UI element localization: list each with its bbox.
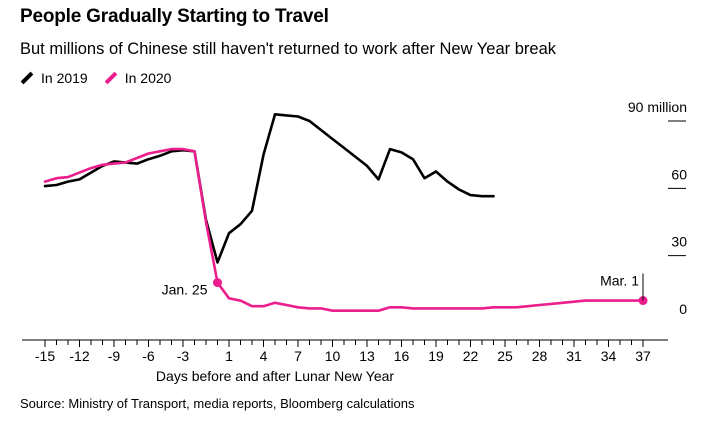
x-tick-label: 37 — [635, 348, 651, 364]
legend-item-2019: In 2019 — [20, 70, 88, 86]
x-tick-label: 16 — [394, 348, 410, 364]
y-tick-label: 30 — [671, 234, 687, 250]
series-line-in-2020 — [43, 147, 645, 312]
x-tick-label: 19 — [428, 348, 444, 364]
x-tick-label: -12 — [69, 348, 89, 364]
annotation-marker — [213, 278, 222, 288]
x-tick-label: -15 — [35, 348, 55, 364]
x-tick-label: 1 — [225, 348, 233, 364]
y-tick-label: 90 million — [628, 99, 687, 115]
chart-title: People Gradually Starting to Travel — [20, 6, 329, 27]
legend-label-2020: In 2020 — [124, 70, 172, 86]
legend-label-2019: In 2019 — [41, 70, 88, 86]
y-tick-label: 60 — [671, 166, 687, 182]
x-tick-label: -9 — [108, 348, 121, 364]
chart-legend: In 2019 In 2020 — [20, 70, 187, 86]
x-tick-label: -6 — [142, 348, 155, 364]
x-tick-label: 13 — [359, 348, 375, 364]
legend-item-2020: In 2020 — [104, 70, 172, 86]
y-tick-label: 0 — [679, 301, 687, 317]
x-tick-label: 22 — [463, 348, 479, 364]
annotation-label: Mar. 1 — [600, 273, 639, 289]
series-line-in-2019 — [43, 113, 495, 264]
x-tick-label: 34 — [601, 348, 617, 364]
x-tick-label: 25 — [497, 348, 513, 364]
x-tick-label: 7 — [294, 348, 302, 364]
x-tick-label: 28 — [532, 348, 548, 364]
x-tick-label: 4 — [260, 348, 268, 364]
x-axis-label: Days before and after Lunar New Year — [156, 368, 394, 384]
chart-subtitle: But millions of Chinese still haven't re… — [20, 40, 557, 58]
annotation-label: Jan. 25 — [162, 282, 208, 298]
x-tick-label: -3 — [177, 348, 190, 364]
x-tick-label: 10 — [325, 348, 341, 364]
x-tick-label: 31 — [566, 348, 582, 364]
source-note: Source: Ministry of Transport, media rep… — [20, 396, 415, 411]
